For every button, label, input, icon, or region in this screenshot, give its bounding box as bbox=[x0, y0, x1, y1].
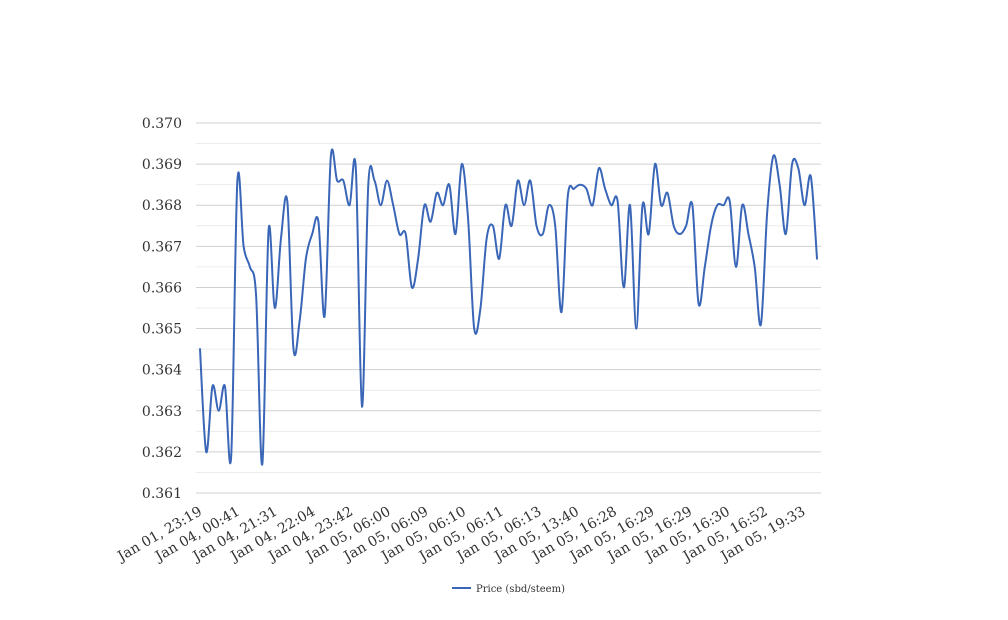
y-tick-label: 0.369 bbox=[142, 157, 182, 173]
y-axis: 0.361 0.362 0.363 0.364 0.365 0.366 0.367 0.368… bbox=[142, 116, 182, 502]
grid-layer bbox=[196, 122, 821, 494]
y-tick-label: 0.364 bbox=[142, 363, 182, 379]
y-tick-label: 0.370 bbox=[142, 116, 182, 132]
series-line bbox=[199, 148, 818, 466]
y-tick-label: 0.368 bbox=[142, 198, 182, 214]
y-tick-label: 0.363 bbox=[142, 404, 182, 420]
series-layer bbox=[199, 148, 818, 466]
y-tick-label: 0.367 bbox=[142, 239, 182, 255]
y-tick-label: 0.365 bbox=[142, 322, 182, 338]
legend[interactable]: Price (sbd/steem) bbox=[452, 584, 565, 595]
legend-label[interactable]: Price (sbd/steem) bbox=[476, 584, 565, 595]
y-tick-label: 0.362 bbox=[142, 445, 182, 461]
y-tick-label: 0.361 bbox=[142, 486, 182, 502]
y-tick-label: 0.366 bbox=[142, 280, 182, 296]
